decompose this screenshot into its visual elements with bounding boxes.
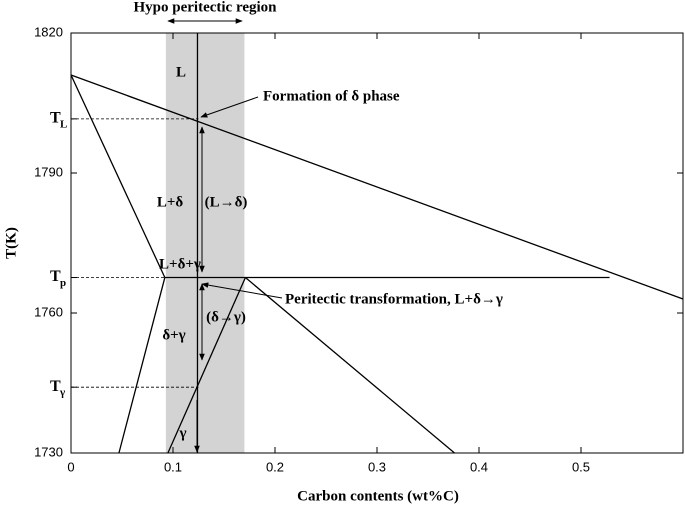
x-tick-label: 0 xyxy=(67,459,74,474)
annotation: (δ→γ) xyxy=(206,309,246,325)
y-tick-label: 1760 xyxy=(34,304,63,319)
annotation: Peritectic transformation, L+δ→γ xyxy=(285,291,503,307)
shaded-region xyxy=(165,33,245,453)
y-axis-label: T(K) xyxy=(3,227,19,259)
annotation: (L→δ) xyxy=(205,194,248,210)
phase-boundary xyxy=(70,74,166,278)
chart-title: Hypo peritectic region xyxy=(133,0,277,15)
x-axis-label: Carbon contents (wt%C) xyxy=(297,488,459,504)
annotation: L+δ xyxy=(157,194,184,210)
phase-boundary xyxy=(245,277,455,454)
phase-boundary xyxy=(70,74,684,300)
y-tick-label: 1730 xyxy=(34,444,63,459)
annotation: Formation of δ phase xyxy=(263,88,400,104)
pointer-arrow xyxy=(201,282,283,299)
x-tick-label: 0.2 xyxy=(266,459,284,474)
annotation: γ xyxy=(178,425,186,441)
phase-boundary xyxy=(118,277,166,454)
y-tick-label-sub: p xyxy=(60,277,66,289)
y-tick-label: 1820 xyxy=(34,24,63,39)
x-tick-label: 0.1 xyxy=(164,459,182,474)
x-tick-label: 0.5 xyxy=(572,459,590,474)
y-tick-label: 1790 xyxy=(34,164,63,179)
x-tick-label: 0.3 xyxy=(368,459,386,474)
y-tick-label: T xyxy=(50,378,61,395)
y-tick-label-sub: L xyxy=(60,118,67,130)
y-tick-label: T xyxy=(50,110,61,127)
plot-frame xyxy=(70,32,684,454)
y-tick-label-sub: γ xyxy=(59,387,65,399)
phase-boundary xyxy=(167,277,247,454)
pointer-arrow xyxy=(200,96,259,118)
x-tick-label: 0.4 xyxy=(470,459,488,474)
annotation: L+δ+γ xyxy=(159,256,201,272)
annotation: L xyxy=(176,64,186,80)
annotation: δ+γ xyxy=(162,327,185,343)
y-tick-label: T xyxy=(50,268,61,285)
